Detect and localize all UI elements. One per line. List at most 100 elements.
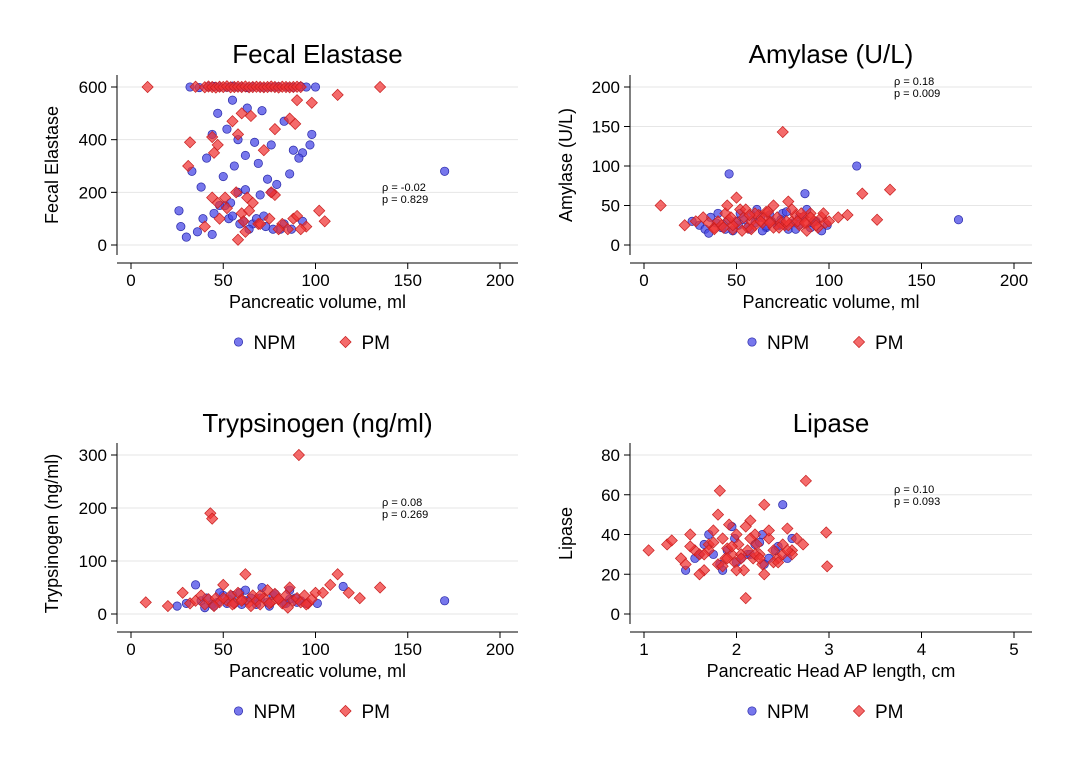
data-point-pm (244, 109, 258, 123)
y-tick-label: 60 (601, 486, 620, 505)
data-point-pm (219, 191, 232, 204)
data-point-pm (176, 586, 189, 599)
x-tick-label: 50 (727, 271, 746, 290)
data-point-pm (758, 568, 771, 581)
data-point-pm (292, 448, 305, 462)
data-point-pm (767, 199, 780, 212)
series-pm (654, 125, 897, 237)
annotation-p: p = 0.009 (894, 88, 940, 100)
data-point-pm (809, 219, 823, 232)
data-point-pm (762, 524, 775, 537)
data-point-pm (763, 216, 776, 229)
legend-label-pm: PM (875, 702, 904, 723)
data-point-npm (191, 580, 201, 590)
data-point-pm (289, 117, 302, 130)
data-point-npm (310, 82, 321, 92)
data-point-pm (754, 215, 767, 228)
data-point-pm (272, 593, 285, 606)
legend-label-npm: NPM (767, 702, 809, 723)
y-tick-label: 150 (592, 118, 620, 137)
data-point-pm (331, 88, 344, 101)
y-tick-label: 0 (98, 236, 107, 255)
y-tick-label: 20 (601, 565, 620, 584)
y-axis-label: Amylase (U/L) (556, 108, 576, 222)
data-point-pm (206, 512, 219, 525)
data-point-npm (305, 140, 315, 150)
y-tick-label: 100 (592, 157, 620, 176)
data-point-pm (207, 146, 221, 159)
data-point-pm (331, 568, 344, 581)
annotation-rho: ρ = -0.02 (382, 182, 426, 194)
data-point-pm (739, 520, 752, 533)
data-point-npm (242, 103, 252, 113)
data-point-pm (237, 215, 250, 228)
data-point-pm (730, 564, 743, 577)
data-point-npm (240, 150, 250, 161)
data-point-npm (222, 124, 232, 134)
data-point-npm (440, 596, 450, 606)
legend: NPM PM (233, 333, 391, 354)
data-point-pm (283, 581, 296, 594)
data-point-npm (307, 129, 317, 139)
legend: NPM PM (747, 702, 904, 723)
data-point-pm (790, 532, 803, 545)
legend: NPM PM (233, 702, 390, 723)
x-tick-label: 150 (907, 271, 935, 290)
data-point-pm (300, 220, 313, 233)
annotation-rho: ρ = 0.18 (894, 76, 934, 88)
data-point-pm (239, 568, 252, 581)
data-point-pm (761, 205, 775, 218)
data-point-pm (707, 536, 720, 549)
data-point-pm (735, 552, 748, 565)
annotation-rho: ρ = 0.08 (382, 497, 422, 509)
x-tick-label: 150 (394, 271, 422, 290)
data-point-pm (226, 598, 239, 611)
data-point-pm (230, 186, 243, 199)
x-tick-label: 150 (394, 640, 422, 659)
data-point-pm (231, 128, 245, 141)
legend-marker-npm (233, 706, 244, 716)
data-point-pm (684, 540, 697, 553)
data-point-pm (272, 223, 285, 236)
legend-marker-pm (852, 704, 866, 718)
y-tick-label: 50 (601, 197, 620, 216)
x-axis-label: Pancreatic volume, ml (229, 292, 406, 312)
series-pm (139, 448, 387, 614)
data-point-pm (821, 560, 834, 573)
data-point-npm (207, 229, 217, 240)
data-point-pm (324, 578, 337, 591)
data-point-pm (161, 599, 174, 613)
data-point-pm (716, 532, 729, 545)
data-point-pm (762, 532, 775, 545)
annotation-rho: ρ = 0.10 (894, 484, 934, 496)
data-point-pm (721, 199, 734, 212)
data-point-pm (856, 187, 869, 200)
annotation-p: p = 0.829 (382, 194, 428, 206)
data-point-npm (172, 601, 182, 611)
data-point-npm (440, 166, 450, 176)
data-point-pm (294, 80, 307, 94)
y-tick-label: 0 (611, 605, 620, 624)
y-axis-label: Trypsinogen (ng/ml) (42, 454, 62, 613)
data-point-pm (207, 599, 221, 613)
data-point-pm (183, 136, 197, 149)
x-tick-label: 200 (486, 271, 514, 290)
data-point-npm (227, 95, 238, 105)
legend-label-pm: PM (362, 333, 391, 354)
data-point-pm (745, 223, 758, 236)
data-point-pm (217, 578, 230, 591)
data-point-pm (254, 217, 267, 231)
data-point-pm (141, 80, 154, 94)
data-point-pm (744, 532, 757, 545)
data-point-pm (239, 225, 252, 238)
x-tick-label: 4 (917, 640, 926, 659)
data-point-pm (263, 597, 276, 610)
data-point-npm (202, 153, 212, 163)
chart-panel-3: 0 100 200 300 0 50 100 150 200 Trypsinogen (ng/ml… (42, 408, 518, 723)
data-point-npm (852, 161, 862, 171)
x-tick-label: 50 (214, 640, 233, 659)
y-tick-label: 100 (79, 552, 107, 571)
x-tick-label: 1 (639, 640, 648, 659)
